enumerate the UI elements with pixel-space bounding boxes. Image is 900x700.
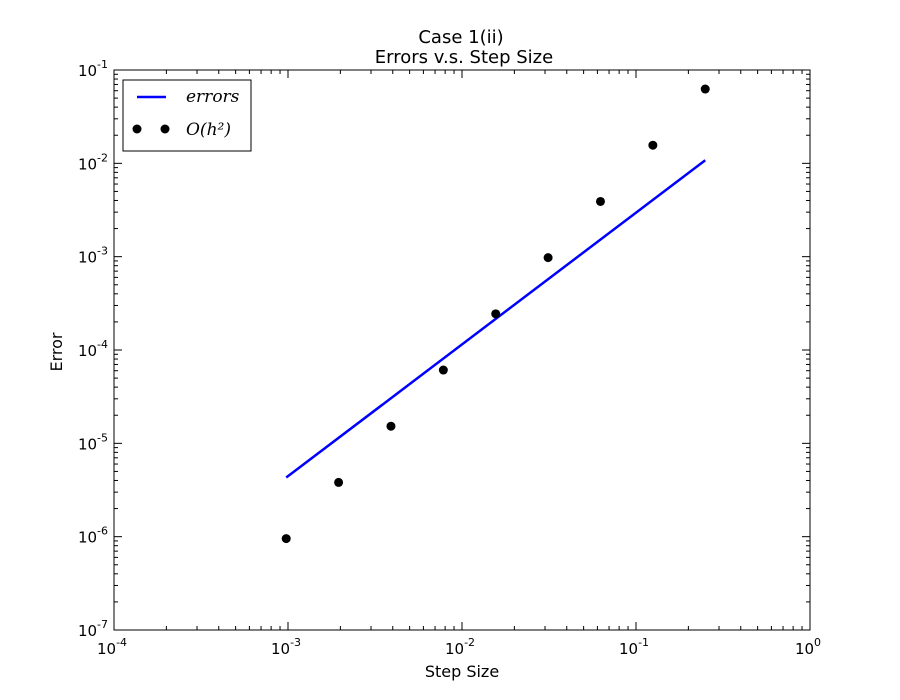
x-axis-label: Step Size: [425, 662, 499, 681]
chart-subtitle: Errors v.s. Step Size: [375, 47, 553, 68]
x-tick-label: 10-2: [445, 636, 475, 658]
series-oh2-point: [491, 309, 501, 319]
x-tick-label: 10-3: [271, 636, 301, 658]
legend-oh2-marker: [132, 124, 142, 134]
plot-frame: [113, 69, 811, 631]
legend: errors O(h²): [122, 79, 252, 152]
x-tick-label: 10-1: [619, 636, 649, 658]
series-oh2-point: [438, 365, 448, 375]
y-tick-label: 10-1: [78, 58, 108, 80]
legend-oh2-label: O(h²): [186, 120, 231, 140]
series-oh2-point: [700, 84, 710, 94]
legend-errors-label: errors: [186, 87, 240, 107]
series-oh2-point: [543, 253, 553, 263]
plot-marks: [281, 84, 710, 544]
chart-title: Case 1(ii): [418, 27, 503, 48]
series-errors-line: [285, 159, 706, 479]
x-tick-label: 100: [795, 636, 821, 658]
axis-ticks: [113, 69, 811, 631]
y-tick-label: 10-7: [78, 618, 108, 640]
y-tick-label: 10-2: [78, 151, 108, 173]
series-oh2-point: [334, 477, 344, 487]
series-oh2-point: [386, 421, 396, 431]
y-tick-label: 10-4: [78, 338, 108, 360]
y-tick-label: 10-5: [78, 431, 108, 453]
x-tick-labels: 10-4 10-3 10-2 10-1 100: [97, 636, 821, 658]
y-axis-label: Error: [47, 332, 66, 371]
y-tick-labels: 10-7 10-6 10-5 10-4 10-3 10-2 10-1: [78, 58, 108, 640]
series-oh2-point: [281, 534, 291, 544]
legend-box: [122, 79, 252, 152]
y-tick-label: 10-6: [78, 525, 108, 547]
legend-oh2-marker: [160, 124, 170, 134]
series-oh2-point: [648, 140, 658, 150]
x-tick-label: 10-4: [97, 636, 127, 658]
series-oh2-point: [595, 196, 605, 206]
plot-area: [114, 70, 810, 630]
y-tick-label: 10-3: [78, 245, 108, 267]
